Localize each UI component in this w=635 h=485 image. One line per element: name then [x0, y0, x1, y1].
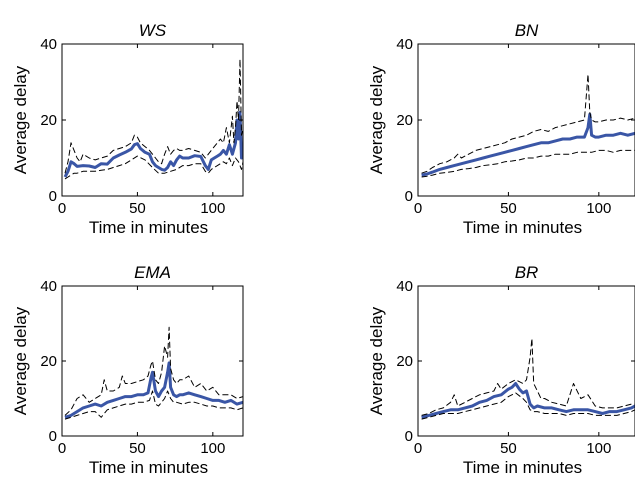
x-tick-label: 50: [129, 200, 146, 217]
y-axis-label: Average delay: [11, 306, 30, 415]
axes-box: [417, 43, 635, 197]
y-tick-label: 20: [396, 353, 413, 370]
chart-title: BR: [515, 263, 539, 282]
chart-panel-br: 0 20 40 0 50 100 BR Time in minutes Average dela…: [367, 263, 635, 477]
x-tick-label: 50: [129, 440, 146, 457]
y-axis-label: Average delay: [367, 306, 386, 415]
series-group: [64, 326, 243, 420]
x-axis-label: Time in minutes: [89, 218, 208, 237]
series-upper-line: [64, 58, 243, 174]
series-mean-line: [63, 110, 243, 178]
series-lower-line: [64, 390, 243, 420]
y-tick-label: 0: [405, 188, 413, 205]
series-upper-line: [421, 338, 635, 416]
chart-title: BN: [515, 21, 539, 40]
series-group: [421, 338, 635, 420]
y-tick-label: 40: [396, 36, 413, 53]
series-group: [63, 58, 243, 180]
y-tick-label: 0: [405, 428, 413, 445]
x-axis-label: Time in minutes: [463, 218, 582, 237]
x-tick-label: 100: [586, 200, 611, 217]
x-tick-label: 100: [586, 440, 611, 457]
x-axis-label: Time in minutes: [89, 458, 208, 477]
series-upper-line: [421, 73, 635, 174]
series-lower-line: [421, 149, 635, 178]
y-tick-label: 40: [396, 278, 413, 295]
series-lower-line: [64, 155, 243, 180]
x-tick-label: 100: [200, 200, 225, 217]
chart-title: EMA: [134, 263, 171, 282]
series-mean-line: [421, 382, 635, 419]
y-tick-label: 0: [49, 188, 57, 205]
y-tick-label: 20: [40, 353, 57, 370]
x-tick-label: 0: [414, 200, 422, 217]
x-tick-label: 0: [414, 440, 422, 457]
x-axis-label: Time in minutes: [463, 458, 582, 477]
series-mean-line: [64, 361, 243, 419]
y-tick-label: 40: [40, 278, 57, 295]
x-tick-label: 0: [58, 440, 66, 457]
series-upper-line: [64, 326, 243, 416]
x-tick-label: 50: [500, 440, 517, 457]
y-tick-label: 0: [49, 428, 57, 445]
y-tick-label: 20: [396, 112, 413, 129]
y-tick-label: 40: [40, 36, 57, 53]
axes-box: [61, 43, 244, 197]
chart-panel-ws: 0 20 40 0 50 100 WS Time in minutes Average dela…: [11, 21, 244, 237]
chart-panel-bn: 0 20 40 0 50 100 BN Time in minutes Average dela…: [367, 21, 635, 237]
y-axis-label: Average delay: [367, 65, 386, 174]
x-tick-label: 100: [200, 440, 225, 457]
y-tick-label: 20: [40, 112, 57, 129]
series-mean-line: [421, 112, 635, 177]
series-group: [421, 73, 635, 178]
chart-title: WS: [139, 21, 167, 40]
axes-box: [61, 285, 244, 437]
y-axis-label: Average delay: [11, 65, 30, 174]
x-tick-label: 0: [58, 200, 66, 217]
x-tick-label: 50: [500, 200, 517, 217]
series-lower-line: [421, 392, 635, 420]
chart-panel-ema: 0 20 40 0 50 100 EMA Time in minutes Average del…: [11, 263, 244, 477]
